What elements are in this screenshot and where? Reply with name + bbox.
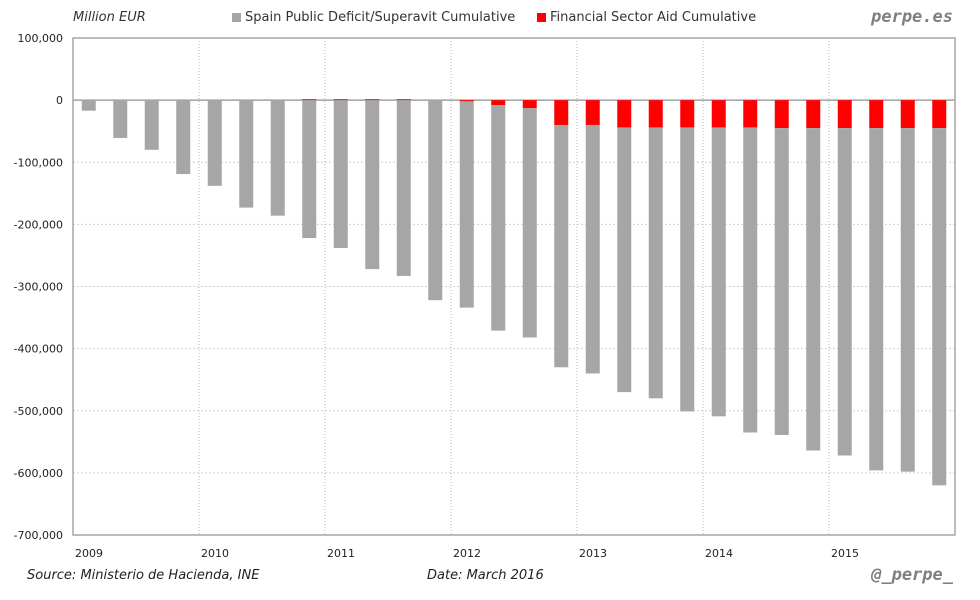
source-note: Source: Ministerio de Hacienda, INE	[27, 568, 260, 583]
x-tick-label: 2009	[75, 547, 103, 560]
bar-deficit	[774, 128, 789, 435]
bar-deficit	[113, 100, 128, 139]
bar-financial-aid	[333, 99, 348, 101]
bar-deficit	[900, 128, 915, 472]
bar-deficit	[491, 105, 506, 331]
bar-financial-aid	[396, 99, 411, 101]
legend-label-financial-aid: Financial Sector Aid Cumulative	[550, 10, 757, 25]
bar-deficit	[932, 128, 947, 486]
x-tick-label: 2010	[201, 547, 229, 560]
legend-item-deficit: Spain Public Deficit/Superavit Cumulativ…	[232, 10, 515, 25]
y-tick-label: -600,000	[14, 467, 63, 480]
bar-deficit	[396, 100, 411, 276]
bar-deficit	[869, 128, 884, 471]
y-axis-unit-label: Million EUR	[73, 10, 146, 25]
bar-deficit	[270, 100, 285, 216]
bar-deficit	[806, 128, 821, 451]
bar-financial-aid	[743, 100, 758, 128]
bar-deficit	[207, 100, 222, 186]
bar-financial-aid	[585, 100, 600, 125]
bars	[81, 99, 947, 486]
bar-deficit	[743, 127, 758, 433]
bar-financial-aid	[869, 100, 884, 129]
bar-financial-aid	[648, 100, 663, 128]
x-tick-label: 2015	[831, 547, 859, 560]
bar-deficit	[239, 100, 254, 208]
plot-border	[72, 37, 956, 536]
x-tick-label: 2014	[705, 547, 733, 560]
bar-financial-aid	[932, 100, 947, 129]
bar-financial-aid	[459, 100, 474, 102]
x-tick-label: 2013	[579, 547, 607, 560]
bar-financial-aid	[900, 100, 915, 129]
bar-financial-aid	[491, 100, 506, 106]
bar-deficit	[554, 124, 569, 368]
x-tick-label: 2012	[453, 547, 481, 560]
y-tick-label: -700,000	[14, 529, 63, 542]
bar-financial-aid	[806, 100, 821, 129]
bar-deficit	[81, 100, 96, 111]
bar-financial-aid	[680, 100, 695, 128]
y-tick-label: 0	[56, 94, 63, 107]
bar-financial-aid	[302, 99, 317, 101]
bar-deficit	[333, 100, 348, 248]
bar-financial-aid	[711, 100, 726, 128]
bar-financial-aid	[837, 100, 852, 129]
bar-deficit	[648, 127, 663, 399]
legend-item-financial-aid: Financial Sector Aid Cumulative	[537, 10, 756, 25]
bar-financial-aid	[617, 100, 632, 128]
x-tick-labels: 2009 2010 2011 2012 2013 2014 2015	[75, 547, 859, 560]
bar-deficit	[176, 100, 191, 175]
legend-swatch-financial-aid	[537, 13, 546, 22]
axes	[72, 37, 956, 536]
bar-deficit	[711, 127, 726, 417]
y-tick-labels: 100,000 0 -100,000 -200,000 -300,000 -400,000…	[14, 32, 63, 542]
date-note: Date: March 2016	[427, 568, 544, 583]
bar-deficit	[837, 128, 852, 456]
author-handle: @_perpe_	[871, 565, 953, 585]
legend-label-deficit: Spain Public Deficit/Superavit Cumulativ…	[245, 10, 516, 25]
bar-deficit	[302, 100, 317, 239]
y-tick-label: 100,000	[18, 32, 64, 45]
bar-financial-aid	[522, 100, 537, 109]
y-tick-label: -400,000	[14, 343, 63, 356]
bar-financial-aid	[365, 99, 380, 101]
bar-financial-aid	[554, 100, 569, 125]
bar-deficit	[365, 100, 380, 270]
legend-swatch-deficit	[232, 13, 241, 22]
bar-deficit	[680, 127, 695, 412]
y-tick-label: -100,000	[14, 156, 63, 169]
bar-deficit	[459, 101, 474, 308]
bar-deficit	[617, 127, 632, 393]
bar-deficit	[144, 100, 159, 150]
bar-deficit	[428, 100, 443, 301]
y-tick-label: -200,000	[14, 218, 63, 231]
y-tick-label: -300,000	[14, 281, 63, 294]
y-tick-label: -500,000	[14, 405, 63, 418]
x-tick-label: 2011	[327, 547, 355, 560]
bar-financial-aid	[774, 100, 789, 129]
bar-deficit	[585, 124, 600, 374]
bar-deficit	[522, 108, 537, 338]
brand-watermark: perpe.es	[871, 7, 953, 27]
gridlines	[73, 38, 955, 535]
